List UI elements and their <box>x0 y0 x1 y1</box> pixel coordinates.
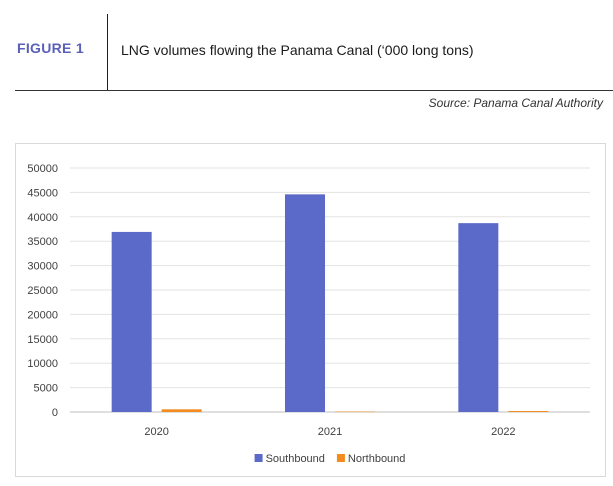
header-divider <box>107 14 108 90</box>
bar-southbound-2020 <box>111 231 152 412</box>
bar-northbound-2021 <box>335 411 375 413</box>
y-tick-label: 30000 <box>27 261 58 273</box>
y-tick-label: 35000 <box>27 236 58 248</box>
source-note: Source: Panama Canal Authority <box>428 96 603 110</box>
legend-swatch <box>254 454 263 462</box>
bar-southbound-2021 <box>285 194 325 412</box>
legend-label: Northbound <box>348 453 406 465</box>
header-rule <box>15 90 613 91</box>
y-tick-label: 50000 <box>27 163 58 175</box>
y-tick-label: 45000 <box>27 187 58 199</box>
legend-item-southbound: Southbound <box>254 453 325 465</box>
y-tick-label: 15000 <box>27 334 58 346</box>
x-tick-label: 2022 <box>491 426 515 438</box>
x-axis: 2020 2021 2022 <box>144 426 515 438</box>
y-tick-label: 10000 <box>27 358 58 370</box>
legend: Southbound Northbound <box>254 453 406 465</box>
gridlines <box>70 167 590 413</box>
y-tick-label: 20000 <box>27 309 58 321</box>
y-tick-label: 25000 <box>27 285 58 297</box>
legend-item-northbound: Northbound <box>336 453 406 465</box>
bar-northbound-2020 <box>161 409 202 412</box>
legend-label: Southbound <box>266 453 325 465</box>
y-axis: 0 5000 10000 15000 20000 25000 30000 35000 40000… <box>27 163 58 419</box>
x-tick-label: 2021 <box>318 426 342 438</box>
figure-header: FIGURE 1 LNG volumes flowing the Panama … <box>0 0 613 92</box>
y-tick-label: 40000 <box>27 212 58 224</box>
y-tick-label: 5000 <box>34 383 58 395</box>
bar-northbound-2022 <box>508 411 549 412</box>
x-tick-label: 2020 <box>144 426 168 438</box>
chart-frame <box>15 143 606 477</box>
figure-title: LNG volumes flowing the Panama Canal (‘0… <box>121 42 474 58</box>
figure-label: FIGURE 1 <box>17 40 84 56</box>
bars <box>111 194 549 413</box>
legend-swatch <box>336 454 345 462</box>
bar-southbound-2022 <box>458 223 499 412</box>
y-tick-label: 0 <box>52 407 58 419</box>
